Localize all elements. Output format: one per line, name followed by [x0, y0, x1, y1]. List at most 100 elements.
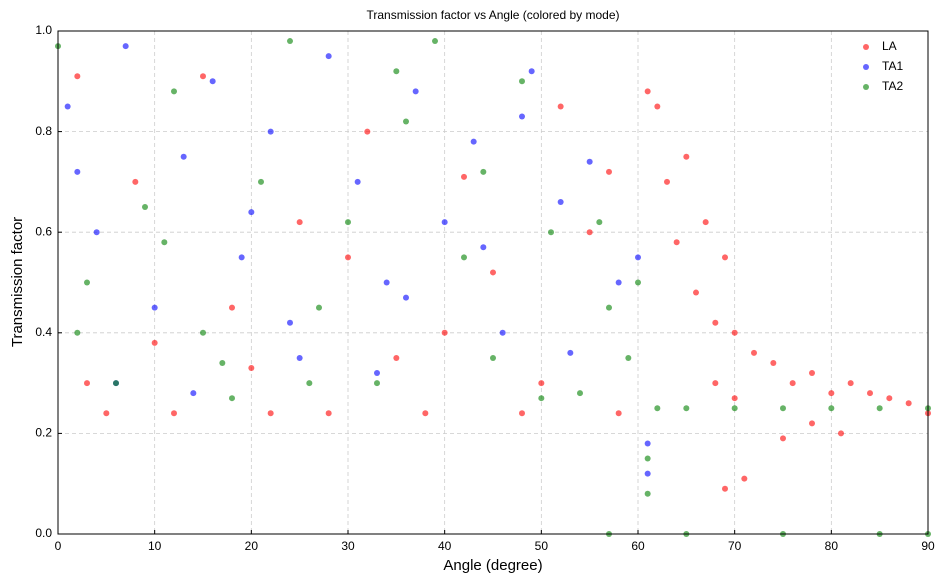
- scatter-point: [219, 359, 226, 366]
- scatter-point: [548, 229, 554, 236]
- scatter-point: [403, 294, 409, 301]
- scatter-point: [615, 279, 622, 286]
- y-tick-label: 0.6: [35, 224, 52, 238]
- scatter-point: [751, 349, 757, 356]
- scatter-point: [248, 365, 255, 372]
- scatter-point: [519, 78, 525, 85]
- scatter-point: [200, 73, 206, 80]
- scatter-point: [325, 53, 332, 60]
- scatter-point: [103, 410, 110, 417]
- scatter-point: [267, 128, 274, 135]
- scatter-point: [780, 435, 786, 442]
- scatter-point: [809, 420, 815, 427]
- scatter-point: [876, 405, 883, 412]
- scatter-point: [441, 329, 448, 336]
- scatter-point: [364, 128, 371, 135]
- scatter-point: [538, 395, 545, 402]
- scatter-point: [606, 168, 612, 175]
- scatter-point: [722, 485, 728, 492]
- scatter-point: [867, 390, 873, 397]
- scatter-point: [596, 219, 603, 226]
- scatter-point: [480, 244, 487, 251]
- x-tick-label: 20: [245, 539, 259, 553]
- scatter-point: [200, 329, 206, 336]
- scatter-point: [461, 173, 467, 180]
- scatter-point: [64, 103, 71, 110]
- scatter-point: [93, 229, 100, 236]
- scatter-point: [644, 455, 651, 462]
- scatter-point: [84, 279, 90, 286]
- scatter-point: [403, 118, 409, 125]
- scatter-point: [171, 410, 177, 417]
- scatter-point: [828, 405, 835, 412]
- scatter-point: [248, 209, 255, 216]
- scatter-point: [557, 199, 564, 206]
- scatter-point: [712, 319, 719, 326]
- scatter-point: [383, 279, 390, 286]
- scatter-point: [577, 390, 583, 397]
- scatter-point: [644, 88, 651, 95]
- y-axis-label: Transmission factor: [9, 217, 26, 347]
- scatter-point: [461, 254, 467, 261]
- scatter-point: [287, 319, 293, 326]
- scatter-point: [731, 405, 738, 412]
- scatter-point: [847, 380, 854, 387]
- y-tick-label: 1.0: [35, 23, 52, 37]
- x-tick-label: 0: [55, 539, 62, 553]
- scatter-point: [702, 219, 709, 226]
- y-tick-label: 0.8: [35, 124, 52, 138]
- scatter-point: [683, 405, 690, 412]
- x-tick-label: 70: [728, 539, 742, 553]
- x-tick-label: 60: [631, 539, 645, 553]
- scatter-point: [258, 178, 264, 185]
- scatter-point: [190, 390, 197, 397]
- scatter-point: [422, 410, 429, 417]
- scatter-point: [161, 239, 168, 246]
- scatter-point: [490, 354, 496, 361]
- x-tick-label: 50: [535, 539, 549, 553]
- scatter-point: [664, 178, 670, 185]
- scatter-point: [683, 153, 690, 160]
- scatter-point: [287, 38, 293, 45]
- scatter-point: [151, 339, 158, 346]
- scatter-point: [673, 239, 680, 246]
- scatter-point: [586, 158, 593, 165]
- x-tick-label: 30: [341, 539, 355, 553]
- scatter-point: [393, 68, 400, 75]
- legend-label: LA: [882, 39, 897, 53]
- scatter-point: [780, 405, 786, 412]
- legend-label: TA2: [882, 79, 903, 93]
- scatter-point: [809, 370, 815, 377]
- scatter-point: [84, 380, 90, 387]
- x-tick-label: 90: [921, 539, 935, 553]
- scatter-point: [644, 490, 651, 497]
- scatter-point: [615, 410, 622, 417]
- scatter-point: [296, 354, 303, 361]
- scatter-point: [132, 178, 139, 185]
- legend-label: TA1: [882, 59, 903, 73]
- scatter-point: [789, 380, 796, 387]
- scatter-point: [122, 43, 129, 50]
- scatter-point: [74, 73, 81, 80]
- y-tick-label: 0.2: [35, 426, 52, 440]
- scatter-point: [180, 153, 187, 160]
- legend-marker: [863, 64, 869, 70]
- scatter-point: [238, 254, 245, 261]
- y-tick-label: 0.0: [35, 526, 52, 540]
- scatter-point: [693, 289, 699, 296]
- scatter-point: [538, 380, 545, 387]
- plot-frame: [57, 30, 929, 535]
- scatter-point: [519, 410, 525, 417]
- scatter-point: [722, 254, 728, 261]
- scatter-point: [316, 304, 322, 311]
- x-tick-label: 80: [825, 539, 839, 553]
- scatter-point: [74, 329, 81, 336]
- scatter-point: [142, 204, 148, 211]
- chart-title: Transmission factor vs Angle (colored by…: [367, 8, 620, 22]
- legend-marker: [863, 84, 869, 90]
- scatter-point: [654, 103, 661, 110]
- x-axis-label: Angle (degree): [443, 557, 542, 574]
- scatter-point: [306, 380, 313, 387]
- scatter-point: [741, 475, 748, 482]
- scatter-point: [905, 400, 912, 407]
